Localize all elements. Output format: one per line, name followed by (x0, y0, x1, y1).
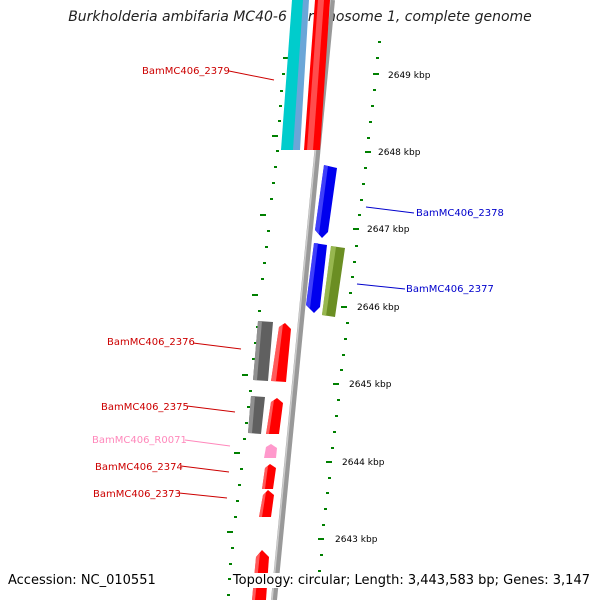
gene-2378[interactable] (315, 165, 337, 238)
gene-2379-group[interactable] (281, 0, 330, 150)
kbp-label-2643: 2643 kbp (335, 535, 378, 545)
gene-2377[interactable] (306, 243, 345, 317)
gene-2373[interactable] (259, 490, 274, 517)
gene-r0071[interactable] (264, 444, 277, 458)
gene-2376[interactable] (253, 321, 291, 382)
kbp-label-2649: 2649 kbp (388, 71, 431, 81)
gene-label-2373[interactable]: BamMC406_2373 (93, 489, 181, 500)
gene-label-r0071[interactable]: BamMC406_R0071 (92, 435, 187, 446)
gene-label-2379[interactable]: BamMC406_2379 (142, 66, 230, 77)
kbp-label-2644: 2644 kbp (342, 458, 385, 468)
gene-2379-cyan[interactable] (281, 0, 305, 150)
topology-label: Topology: circular; Length: 3,443,583 bp… (230, 573, 590, 588)
gene-label-2376[interactable]: BamMC406_2376 (107, 337, 195, 348)
kbp-label-2647: 2647 kbp (367, 225, 410, 235)
gene-label-2374[interactable]: BamMC406_2374 (95, 462, 183, 473)
gene-2379-lightblue[interactable] (293, 0, 309, 150)
kbp-label-2645: 2645 kbp (349, 380, 392, 390)
gene-label-2378[interactable]: BamMC406_2378 (416, 208, 504, 219)
label-leaders (178, 70, 415, 499)
gene-label-2377[interactable]: BamMC406_2377 (406, 284, 494, 295)
right-tick-track (316, 41, 381, 588)
gene-label-2375[interactable]: BamMC406_2375 (101, 402, 189, 413)
left-tick-track (227, 57, 289, 596)
kbp-label-2648: 2648 kbp (378, 148, 421, 158)
gene-2374[interactable] (262, 464, 276, 489)
kbp-label-2646: 2646 kbp (357, 303, 400, 313)
gene-2375[interactable] (248, 396, 283, 434)
accession-label: Accession: NC_010551 (8, 573, 156, 588)
